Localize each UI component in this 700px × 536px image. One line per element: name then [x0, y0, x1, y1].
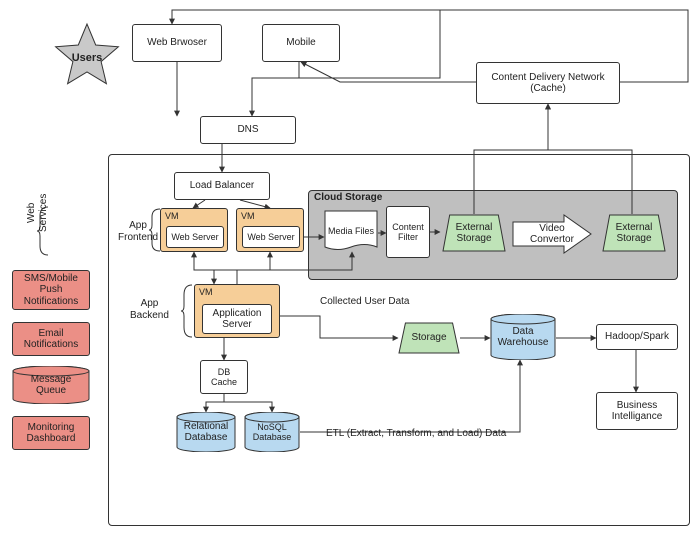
- db_cache: DB Cache: [200, 360, 248, 394]
- label-app_frontend: App Frontend: [118, 220, 158, 243]
- ws_dash: Monitoring Dashboard: [12, 416, 90, 450]
- label-etl: ETL (Extract, Transform, and Load) Data: [326, 428, 506, 440]
- cdn: Content Delivery Network (Cache): [476, 62, 620, 104]
- edge-1: [252, 62, 299, 116]
- load_balancer: Load Balancer: [174, 172, 270, 200]
- label-collected: Collected User Data: [320, 296, 409, 308]
- ws_mq-label: Message Queue: [12, 366, 90, 404]
- nosql_db-label: NoSQL Database: [244, 412, 300, 452]
- mobile: Mobile: [262, 24, 340, 62]
- ext_storage1-label: External Storage: [442, 214, 506, 252]
- users-star: Users: [52, 22, 122, 92]
- ws_email: Email Notifications: [12, 322, 90, 356]
- diagram-stage: Cloud Storage Users Web Brwoser Mobile Conte…: [0, 0, 700, 536]
- app_server: Application Server: [202, 304, 272, 334]
- content_filter: Content Filter: [386, 206, 430, 258]
- data_wh-label: Data Warehouse: [490, 314, 556, 360]
- web_browser: Web Brwoser: [132, 24, 222, 62]
- storage-label: Storage: [398, 322, 460, 354]
- cloud-storage-label: Cloud Storage: [314, 192, 382, 204]
- video_conv-label: Video Convertor: [512, 214, 592, 254]
- ws_sms: SMS/Mobile Push Notifications: [12, 270, 90, 310]
- ws1: Web Server: [166, 226, 224, 248]
- rel_db-label: Relational Database: [176, 412, 236, 452]
- edge-22: [301, 62, 476, 82]
- ws2: Web Server: [242, 226, 300, 248]
- media_files-label: Media Files: [324, 210, 378, 252]
- label-app_backend: App Backend: [130, 298, 169, 321]
- bi: Business Intelligance: [596, 392, 678, 430]
- users-star-label: Users: [72, 52, 103, 64]
- ext_storage2-label: External Storage: [602, 214, 666, 252]
- label-web_services: Web Services: [26, 194, 49, 232]
- hadoop: Hadoop/Spark: [596, 324, 678, 350]
- dns: DNS: [200, 116, 296, 144]
- brace: [180, 284, 194, 338]
